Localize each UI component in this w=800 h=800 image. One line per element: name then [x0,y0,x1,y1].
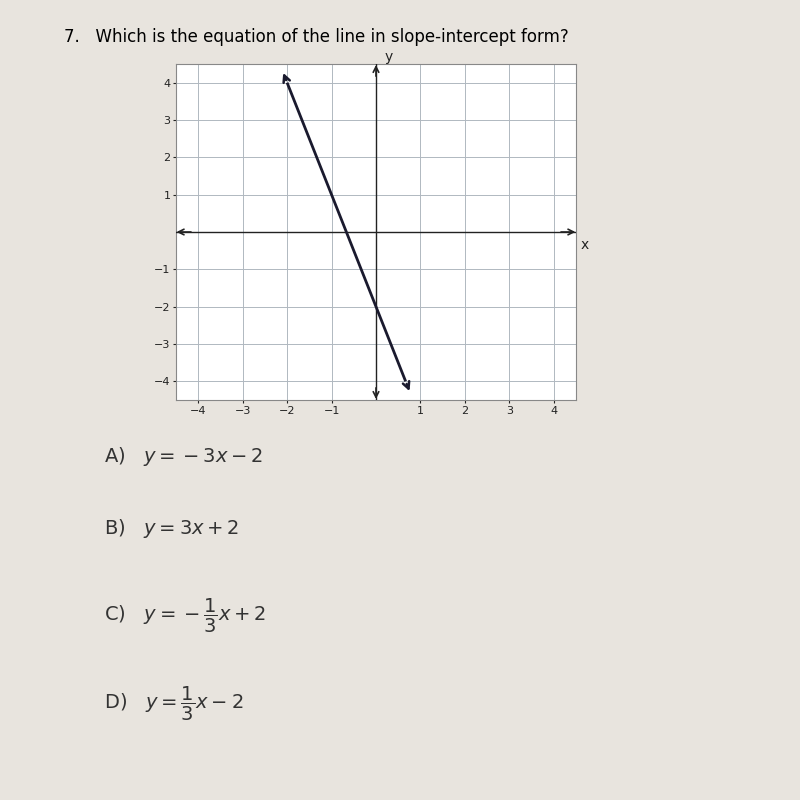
Text: C)   $y = -\dfrac{1}{3}x + 2$: C) $y = -\dfrac{1}{3}x + 2$ [104,597,266,635]
Text: D)   $y = \dfrac{1}{3}x - 2$: D) $y = \dfrac{1}{3}x - 2$ [104,685,243,723]
Text: x: x [581,238,589,252]
Text: A)   $y = -3x - 2$: A) $y = -3x - 2$ [104,445,263,467]
Text: y: y [385,50,393,63]
Text: B)   $y = 3x + 2$: B) $y = 3x + 2$ [104,517,239,539]
Text: 7.   Which is the equation of the line in slope-intercept form?: 7. Which is the equation of the line in … [64,28,569,46]
